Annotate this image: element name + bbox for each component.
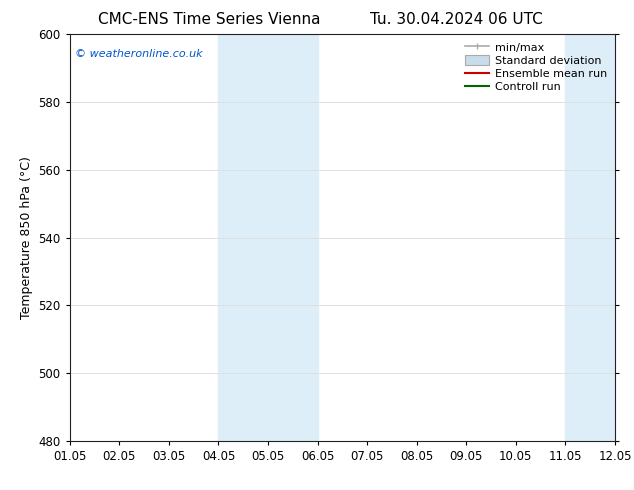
Text: CMC-ENS Time Series Vienna: CMC-ENS Time Series Vienna <box>98 12 320 27</box>
Text: © weatheronline.co.uk: © weatheronline.co.uk <box>75 49 203 58</box>
Bar <box>566 34 634 441</box>
Bar <box>219 34 318 441</box>
Text: Tu. 30.04.2024 06 UTC: Tu. 30.04.2024 06 UTC <box>370 12 543 27</box>
Legend: min/max, Standard deviation, Ensemble mean run, Controll run: min/max, Standard deviation, Ensemble me… <box>463 40 609 95</box>
Y-axis label: Temperature 850 hPa (°C): Temperature 850 hPa (°C) <box>20 156 33 319</box>
